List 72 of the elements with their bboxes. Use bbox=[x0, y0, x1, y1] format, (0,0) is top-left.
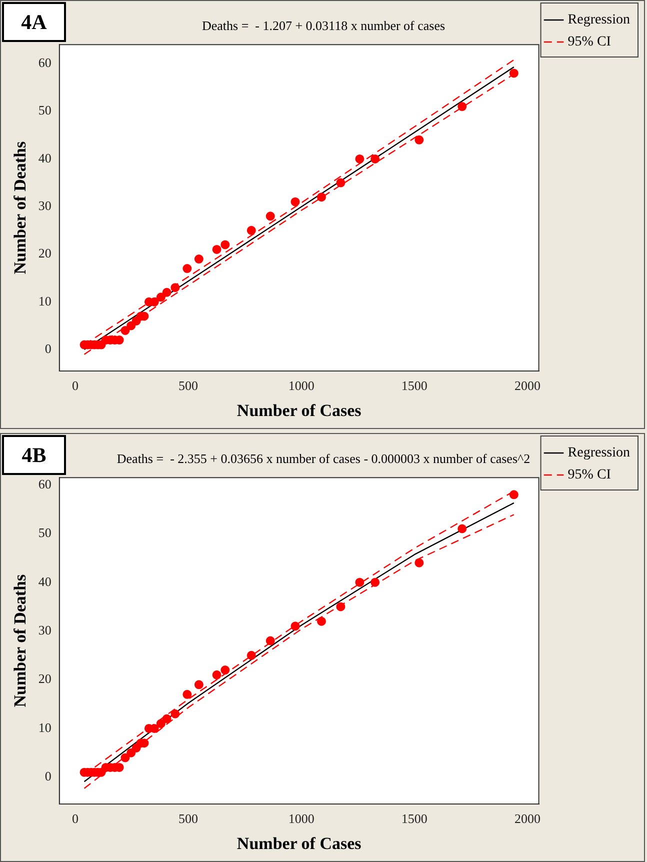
y-tick-label: 30 bbox=[38, 198, 52, 214]
y-axis-title: Number of Deaths bbox=[10, 141, 30, 274]
point bbox=[290, 622, 300, 631]
point bbox=[120, 753, 130, 762]
point bbox=[336, 178, 346, 188]
y-tick-label: 40 bbox=[38, 574, 52, 589]
x-tick-label: 2000 bbox=[514, 378, 540, 394]
x-axis-title: Number of Cases bbox=[236, 834, 362, 854]
text: 4A bbox=[2, 2, 66, 42]
point bbox=[162, 714, 172, 724]
point bbox=[290, 197, 300, 206]
point bbox=[509, 68, 518, 78]
point bbox=[458, 102, 467, 112]
y-tick-label: 60 bbox=[38, 476, 52, 492]
chart-title: Deaths = - 2.355 + 0.03656 x number of cases - 0.000003 x number of cases^2 bbox=[116, 451, 530, 466]
y-tick-label: 60 bbox=[38, 55, 52, 70]
point bbox=[170, 283, 180, 292]
point bbox=[194, 254, 204, 264]
point bbox=[246, 226, 256, 235]
point bbox=[355, 578, 364, 587]
legend-label: 95% CI bbox=[568, 34, 612, 50]
point bbox=[316, 616, 326, 626]
point bbox=[212, 244, 222, 254]
point bbox=[220, 666, 230, 675]
x-tick-label: 0 bbox=[72, 378, 78, 394]
x-tick-label: 1500 bbox=[401, 811, 428, 826]
point bbox=[266, 636, 275, 646]
x-tick-label: 0 bbox=[72, 811, 78, 826]
y-tick-label: 20 bbox=[38, 246, 52, 261]
x-axis-title: Number of Cases bbox=[236, 401, 362, 420]
point bbox=[336, 602, 346, 612]
point bbox=[212, 670, 222, 680]
point bbox=[162, 288, 172, 297]
point bbox=[355, 154, 364, 164]
point bbox=[266, 212, 275, 221]
y-tick-label: 30 bbox=[38, 622, 52, 638]
point bbox=[414, 135, 424, 144]
y-tick-label: 0 bbox=[44, 340, 52, 356]
y-tick-label: 10 bbox=[38, 720, 52, 735]
x-tick-label: 500 bbox=[178, 378, 198, 394]
point bbox=[414, 558, 424, 568]
point bbox=[458, 524, 467, 534]
point bbox=[370, 154, 380, 164]
x-tick-label: 1000 bbox=[288, 811, 314, 826]
point bbox=[370, 578, 380, 587]
y-tick-label: 50 bbox=[38, 102, 52, 118]
chart-title: Deaths = - 1.207 + 0.03118 x number of cases bbox=[202, 18, 446, 34]
legend-label: Regression bbox=[568, 446, 630, 461]
y-tick-label: 20 bbox=[38, 671, 52, 686]
x-tick-label: 2000 bbox=[514, 811, 540, 826]
legend-label: Regression bbox=[568, 12, 630, 28]
text: 4B bbox=[2, 435, 66, 475]
point bbox=[156, 719, 166, 728]
y-axis-title: Number of Deaths bbox=[10, 574, 30, 708]
legend-label: 95% CI bbox=[568, 468, 612, 483]
point bbox=[156, 292, 166, 302]
y-tick-label: 40 bbox=[38, 150, 52, 166]
point bbox=[220, 240, 230, 250]
y-tick-label: 50 bbox=[38, 525, 52, 540]
x-tick-label: 1500 bbox=[401, 378, 428, 394]
point bbox=[182, 690, 192, 699]
point bbox=[316, 192, 326, 202]
point bbox=[182, 264, 192, 274]
point bbox=[509, 490, 518, 500]
y-tick-label: 10 bbox=[38, 293, 52, 308]
point bbox=[170, 709, 180, 718]
x-tick-label: 1000 bbox=[288, 378, 314, 394]
point bbox=[120, 326, 130, 335]
point bbox=[246, 650, 256, 660]
x-tick-label: 500 bbox=[178, 811, 198, 826]
point bbox=[194, 680, 204, 690]
y-tick-label: 0 bbox=[44, 768, 52, 784]
